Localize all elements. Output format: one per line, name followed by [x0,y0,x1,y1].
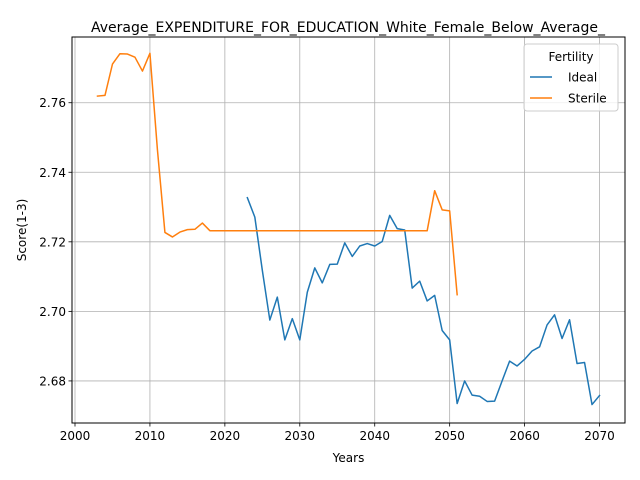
x-tick-label: 2040 [359,429,390,443]
y-tick-label: 2.72 [39,235,66,249]
x-tick-label: 2000 [60,429,91,443]
plot-frame [71,36,626,424]
x-tick-label: 2060 [509,429,540,443]
legend: Fertility Ideal Sterile [523,43,619,112]
legend-title: Fertility [548,50,593,64]
legend-frame [523,43,619,112]
legend-label-ideal: Ideal [568,71,597,85]
x-tick-label: 2010 [135,429,166,443]
series-lines [96,52,601,406]
y-tick-label: 2.68 [39,374,66,388]
y-tick-label: 2.74 [39,166,66,180]
series-line-sterile [96,52,458,296]
series-line-ideal [246,196,601,406]
y-tick-label: 2.76 [39,96,66,110]
y-tick-label: 2.70 [39,305,66,319]
x-tick-label: 2070 [584,429,615,443]
chart-title: Average_EXPENDITURE_FOR_EDUCATION_White_… [91,20,606,36]
x-axis-label: Years [332,451,365,465]
legend-label-sterile: Sterile [568,92,607,106]
x-tick-label: 2050 [434,429,465,443]
axis-ticks: 2000 2010 2020 2030 2040 2050 2060 2070 2.68 2.70… [39,96,615,443]
y-axis-label: Score(1-3) [15,199,29,262]
x-tick-label: 2030 [285,429,316,443]
x-tick-label: 2020 [210,429,241,443]
